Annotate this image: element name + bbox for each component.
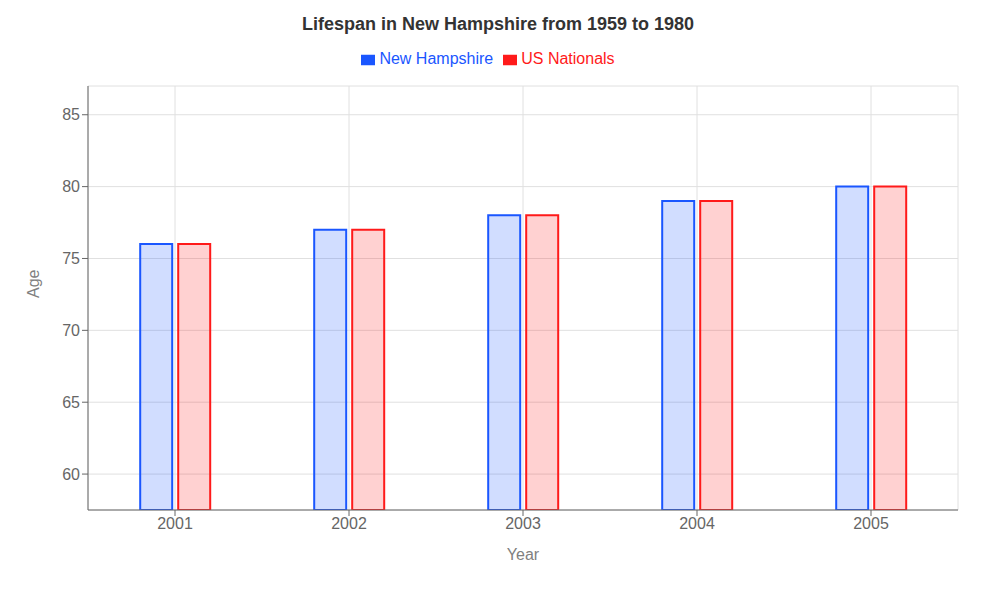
svg-text:2002: 2002 xyxy=(331,515,367,532)
svg-text:70: 70 xyxy=(62,322,80,339)
svg-text:80: 80 xyxy=(62,178,80,195)
html-text:New Hampshire: New Hampshire xyxy=(379,50,494,67)
svg-text:75: 75 xyxy=(62,250,80,267)
html-text:Lifespan in New Hampshire from: Lifespan in New Hampshire from 1959 to 1… xyxy=(301,14,695,34)
svg-text:2003: 2003 xyxy=(505,515,541,532)
svg-text:2005: 2005 xyxy=(853,515,889,532)
svg-text:Year: Year xyxy=(507,546,540,563)
svg-text:2001: 2001 xyxy=(157,515,193,532)
svg-text:Age: Age xyxy=(25,269,42,298)
html-text:US Nationals: US Nationals xyxy=(521,50,615,67)
svg-text:60: 60 xyxy=(62,466,80,483)
svg-text:2004: 2004 xyxy=(679,515,715,532)
svg-text:85: 85 xyxy=(62,106,80,123)
svg-text:65: 65 xyxy=(62,394,80,411)
